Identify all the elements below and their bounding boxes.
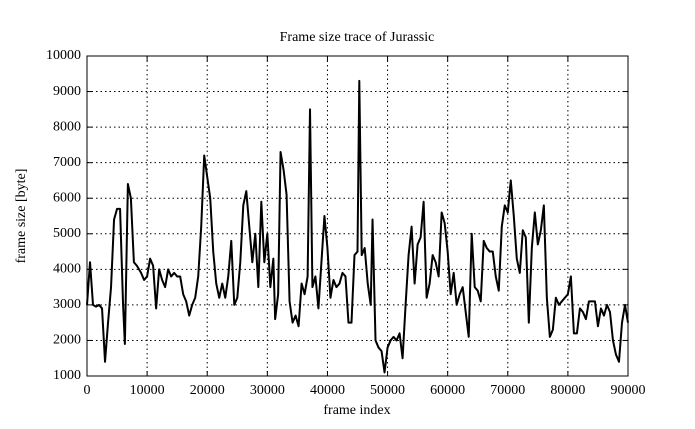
y-tick-label: 6000 <box>53 190 81 205</box>
y-tick-label: 5000 <box>53 226 81 241</box>
x-tick-label: 20000 <box>190 383 225 398</box>
y-tick-label: 9000 <box>53 84 81 99</box>
data-line <box>86 79 629 374</box>
x-tick-label: 0 <box>84 383 91 398</box>
x-tick-label: 40000 <box>310 383 345 398</box>
x-tick-label: 60000 <box>430 383 465 398</box>
x-tick-label: 30000 <box>250 383 285 398</box>
y-tick-label: 4000 <box>53 262 81 277</box>
x-tick-label: 90000 <box>611 383 646 398</box>
chart-title: Frame size trace of Jurassic <box>280 30 435 45</box>
y-tick-label: 1000 <box>53 368 81 383</box>
x-tick-label: 70000 <box>490 383 525 398</box>
y-tick-label: 3000 <box>53 297 81 312</box>
plot-frame <box>86 55 629 377</box>
y-tick-label: 10000 <box>46 48 81 63</box>
y-tick-label: 2000 <box>53 333 81 348</box>
x-tick-label: 80000 <box>550 383 585 398</box>
y-tick-label: 8000 <box>53 119 81 134</box>
y-tick-label: 7000 <box>53 155 81 170</box>
y-axis-label: frame size [byte] <box>14 169 29 264</box>
x-axis-label: frame index <box>323 403 390 418</box>
x-tick-label: 10000 <box>130 383 165 398</box>
x-tick-label: 50000 <box>370 383 405 398</box>
